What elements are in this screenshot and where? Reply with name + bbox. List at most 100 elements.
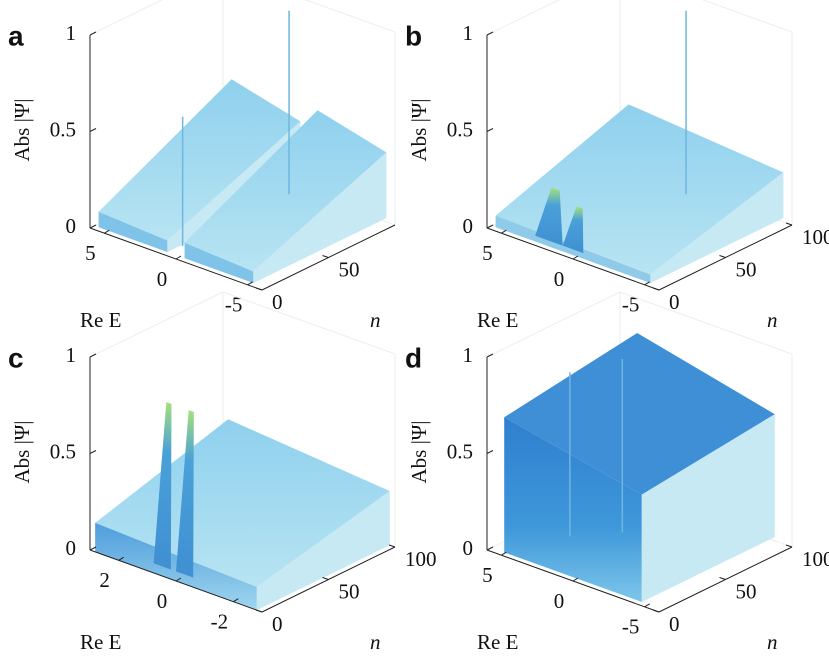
y-tick	[719, 255, 726, 258]
box-edge	[89, 0, 163, 36]
z-tick	[486, 224, 494, 229]
x-tick	[233, 598, 239, 603]
z-tick-label: 0.5	[50, 117, 76, 141]
x-tick-label: -2	[211, 609, 229, 633]
y-tick	[388, 544, 396, 548]
z-tick-label: 0.5	[447, 439, 473, 463]
x-tick-label: 0	[554, 589, 565, 613]
y-tick	[322, 577, 329, 580]
x-axis-label: Re E	[80, 630, 121, 654]
x-tick	[644, 281, 650, 286]
z-tick-label: 0	[66, 214, 77, 238]
z-tick	[89, 353, 97, 358]
surface	[256, 491, 390, 611]
z-tick	[486, 31, 494, 36]
z-axis-label: Abs |Ψ|	[10, 421, 34, 484]
box-edge	[222, 291, 396, 355]
z-tick	[89, 31, 97, 36]
z-tick-label: 1	[66, 343, 77, 367]
x-tick	[247, 281, 253, 286]
z-tick-label: 1	[463, 343, 474, 367]
surface	[95, 522, 257, 611]
y-tick-label: 0	[272, 612, 283, 636]
x-tick	[175, 255, 182, 260]
y-tick-label: 50	[339, 579, 360, 603]
z-tick	[89, 450, 97, 454]
z-tick-label: 0.5	[50, 439, 76, 463]
x-axis-label: Re E	[477, 308, 518, 332]
peak	[535, 187, 563, 246]
x-tick-label: 0	[157, 267, 168, 291]
box-edge	[89, 291, 224, 358]
panel-letter: b	[405, 20, 422, 51]
z-tick-label: 0.5	[447, 117, 473, 141]
y-tick	[322, 255, 329, 258]
z-tick	[89, 546, 97, 551]
box-edge	[701, 0, 793, 33]
peak	[176, 410, 194, 578]
surface	[98, 79, 301, 241]
surface	[641, 414, 775, 602]
panel-letter: a	[8, 20, 24, 51]
y-tick-label: 50	[736, 257, 757, 281]
peak	[153, 402, 172, 570]
y-tick-label: 50	[736, 579, 757, 603]
z-tick	[486, 546, 494, 551]
x-tick	[501, 551, 507, 556]
x-tick-label: 5	[482, 241, 493, 265]
x-tick-label: 5	[85, 241, 96, 265]
y-tick	[652, 609, 660, 613]
y-tick	[255, 609, 263, 613]
x-axis-label: Re E	[80, 308, 121, 332]
x-tick	[104, 229, 110, 234]
z-tick	[89, 128, 97, 132]
x-tick	[572, 255, 579, 260]
surface	[495, 104, 784, 275]
panel-letter: c	[8, 342, 24, 373]
x-tick	[501, 229, 507, 234]
surface	[184, 110, 387, 272]
y-tick-label: 100	[802, 225, 829, 249]
z-tick	[89, 224, 97, 229]
surface	[650, 172, 784, 284]
z-tick	[486, 353, 494, 358]
z-tick-label: 0	[66, 536, 77, 560]
panel-letter: d	[405, 342, 422, 373]
y-tick-label: 100	[405, 547, 437, 571]
surface	[184, 242, 254, 284]
box-edge	[486, 0, 560, 36]
y-tick-label: 0	[669, 290, 680, 314]
y-tick-label: 50	[339, 257, 360, 281]
x-axis-label: Re E	[477, 630, 518, 654]
x-tick-label: 2	[99, 568, 110, 592]
y-tick-label: 0	[272, 290, 283, 314]
z-tick-label: 1	[463, 21, 474, 45]
surface	[253, 152, 387, 284]
x-tick-label: 5	[482, 563, 493, 587]
y-tick	[255, 287, 263, 291]
y-tick-label: 100	[802, 547, 829, 571]
x-tick-label: -5	[225, 293, 243, 317]
y-tick	[719, 577, 726, 580]
surface	[504, 417, 642, 602]
x-tick	[175, 577, 182, 582]
surface	[504, 332, 775, 495]
peak	[562, 206, 584, 254]
y-axis-label: n	[370, 630, 381, 654]
y-axis-label: n	[370, 308, 381, 332]
box-edge	[304, 0, 396, 33]
surface	[167, 121, 301, 253]
x-tick-label: 0	[157, 589, 168, 613]
z-axis-label: Abs |Ψ|	[407, 421, 431, 484]
box-edge	[486, 291, 621, 358]
surface	[98, 211, 168, 253]
x-tick-label: -5	[622, 293, 640, 317]
y-axis-label: n	[767, 630, 778, 654]
y-axis-label: n	[767, 308, 778, 332]
z-tick	[486, 450, 494, 454]
